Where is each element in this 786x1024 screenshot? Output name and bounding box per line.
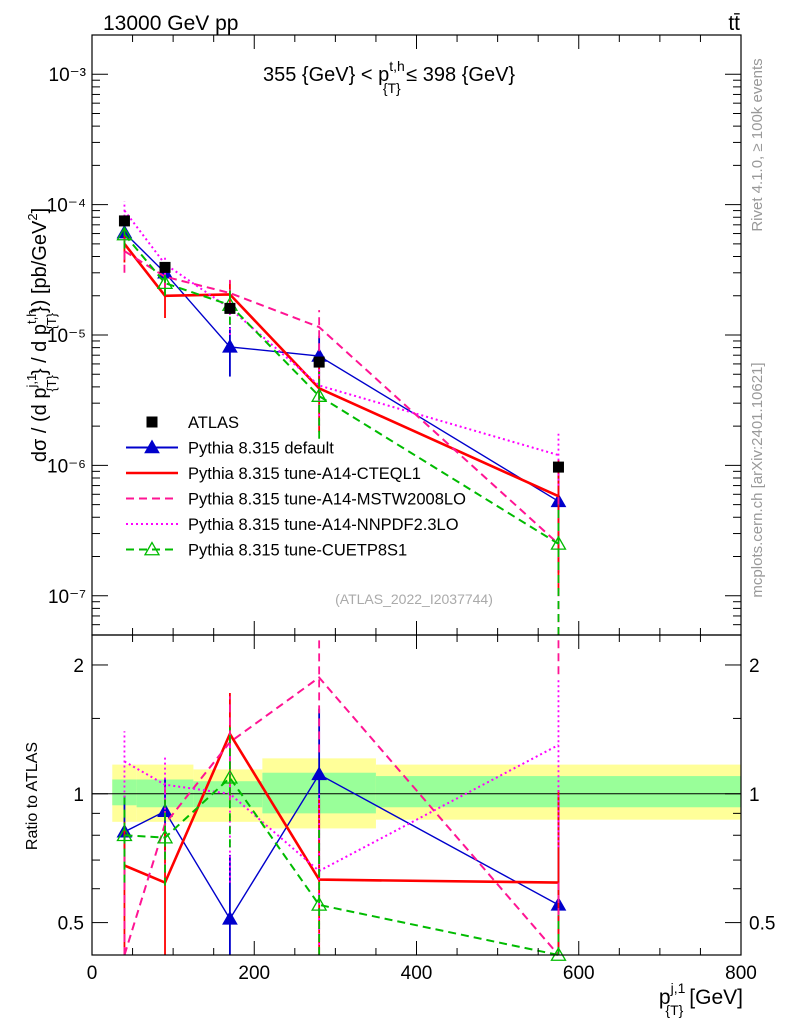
ratio-y-tick-label-left: 0.5 bbox=[58, 914, 84, 935]
legend-label: ATLAS bbox=[188, 414, 239, 432]
range-title-sub: {T} bbox=[383, 80, 401, 96]
ratio-y-tick-label-left: 1 bbox=[73, 785, 84, 806]
main-series-layer bbox=[116, 201, 567, 675]
x-axis-label: pj,1 {T}[GeV] bbox=[659, 980, 743, 1018]
ratio-y-tick-label-right: 2 bbox=[749, 656, 760, 677]
watermark: (ATLAS_2022_I2037744) bbox=[335, 591, 493, 607]
ratio-series-pythia-8-315-tune-cuetp8s1-line bbox=[124, 776, 559, 956]
ratio-series-pythia-8-315-default-marker bbox=[222, 910, 238, 925]
ratio-series-pythia-8-315-tune-cuetp8s1-marker bbox=[156, 829, 174, 844]
legend-label: Pythia 8.315 tune-A14-MSTW2008LO bbox=[188, 491, 466, 509]
legend-marker-pythia-8-315-tune-cuetp8s1 bbox=[143, 541, 161, 556]
ratio-series-pythia-8-315-default-marker bbox=[311, 766, 328, 781]
x-tick-label: 400 bbox=[401, 963, 433, 984]
main-series-pythia-8-315-default-marker bbox=[222, 338, 238, 353]
process-label: tt̄ bbox=[728, 12, 740, 35]
atlas-data-point bbox=[313, 356, 325, 368]
ratio-axes: 0 200 400 600 800 0.5 0.5 1 1 2 2 bbox=[58, 635, 775, 984]
energy-label: 13000 GeV pp bbox=[103, 12, 238, 35]
range-title: 355 {GeV} < pt,h {T} ≤ 398 {GeV} bbox=[263, 58, 515, 96]
atlas-data-point bbox=[552, 461, 564, 473]
legend-label: Pythia 8.315 default bbox=[188, 440, 334, 458]
main-y-tick-label: 10⁻⁵ bbox=[47, 326, 86, 347]
ratio-series-pythia-8-315-tune-a14-nnpdf2-3lo-line bbox=[124, 744, 559, 873]
ratio-y-tick-label-right: 1 bbox=[749, 785, 760, 806]
legend-label: Pythia 8.315 tune-A14-CTEQL1 bbox=[188, 465, 421, 483]
main-series-pythia-8-315-tune-cuetp8s1-marker bbox=[311, 387, 328, 402]
ratio-series-layer bbox=[116, 635, 567, 961]
ratio-series-pythia-8-315-tune-cuetp8s1-marker bbox=[550, 946, 567, 961]
atlas-data-point bbox=[224, 302, 236, 314]
ratio-series-pythia-8-315-tune-cuetp8s1-marker bbox=[221, 769, 239, 784]
mcplots-label: mcplots.cern.ch [arXiv:2401.10621] bbox=[749, 362, 766, 597]
main-y-tick-label: 10⁻³ bbox=[49, 65, 87, 86]
main-series-pythia-8-315-tune-cuetp8s1-marker bbox=[116, 226, 133, 241]
legend-atlas-marker bbox=[146, 416, 158, 428]
main-y-tick-label: 10⁻⁴ bbox=[47, 196, 86, 217]
y-axis-label-main: dσ / (d pj,1 {T}} / d pt,h {T}}) [pb/GeV2] bbox=[24, 208, 59, 462]
range-title-sup: t,h bbox=[389, 58, 405, 74]
y-axis-label-ratio: Ratio to ATLAS bbox=[24, 742, 41, 850]
main-series-pythia-8-315-tune-cuetp8s1-marker bbox=[156, 274, 174, 290]
ratio-series-pythia-8-315-tune-cuetp8s1-marker bbox=[116, 826, 133, 842]
legend-marker-pythia-8-315-default bbox=[144, 439, 160, 454]
x-tick-label: 200 bbox=[238, 963, 270, 984]
main-axes: 10⁻⁷ 10⁻⁶ 10⁻⁵ 10⁻⁴ 10⁻³ bbox=[47, 34, 742, 636]
legend: ATLAS Pythia 8.315 default Pythia 8.315 tu… bbox=[126, 414, 466, 560]
legend-label: Pythia 8.315 tune-CUETP8S1 bbox=[188, 542, 407, 560]
main-series-pythia-8-315-tune-cuetp8s1-marker bbox=[550, 535, 567, 550]
rivet-label: Rivet 4.1.0, ≥ 100k events bbox=[749, 58, 766, 231]
x-tick-label: 800 bbox=[725, 963, 757, 984]
atlas-data-point bbox=[159, 261, 171, 273]
x-tick-label: 600 bbox=[563, 963, 595, 984]
ratio-y-tick-label-right: 0.5 bbox=[749, 914, 775, 935]
main-y-tick-label: 10⁻⁶ bbox=[47, 456, 86, 477]
ratio-y-tick-label-left: 2 bbox=[73, 656, 84, 677]
atlas-data-point bbox=[118, 215, 130, 227]
x-tick-label: 0 bbox=[87, 963, 98, 984]
legend-label: Pythia 8.315 tune-A14-NNPDF2.3LO bbox=[188, 516, 459, 534]
ratio-series-pythia-8-315-tune-cuetp8s1-marker bbox=[311, 896, 328, 911]
range-title-suffix: ≤ 398 {GeV} bbox=[401, 64, 516, 86]
main-y-tick-label: 10⁻⁷ bbox=[48, 587, 86, 608]
range-title-prefix: 355 {GeV} < p bbox=[263, 64, 389, 86]
